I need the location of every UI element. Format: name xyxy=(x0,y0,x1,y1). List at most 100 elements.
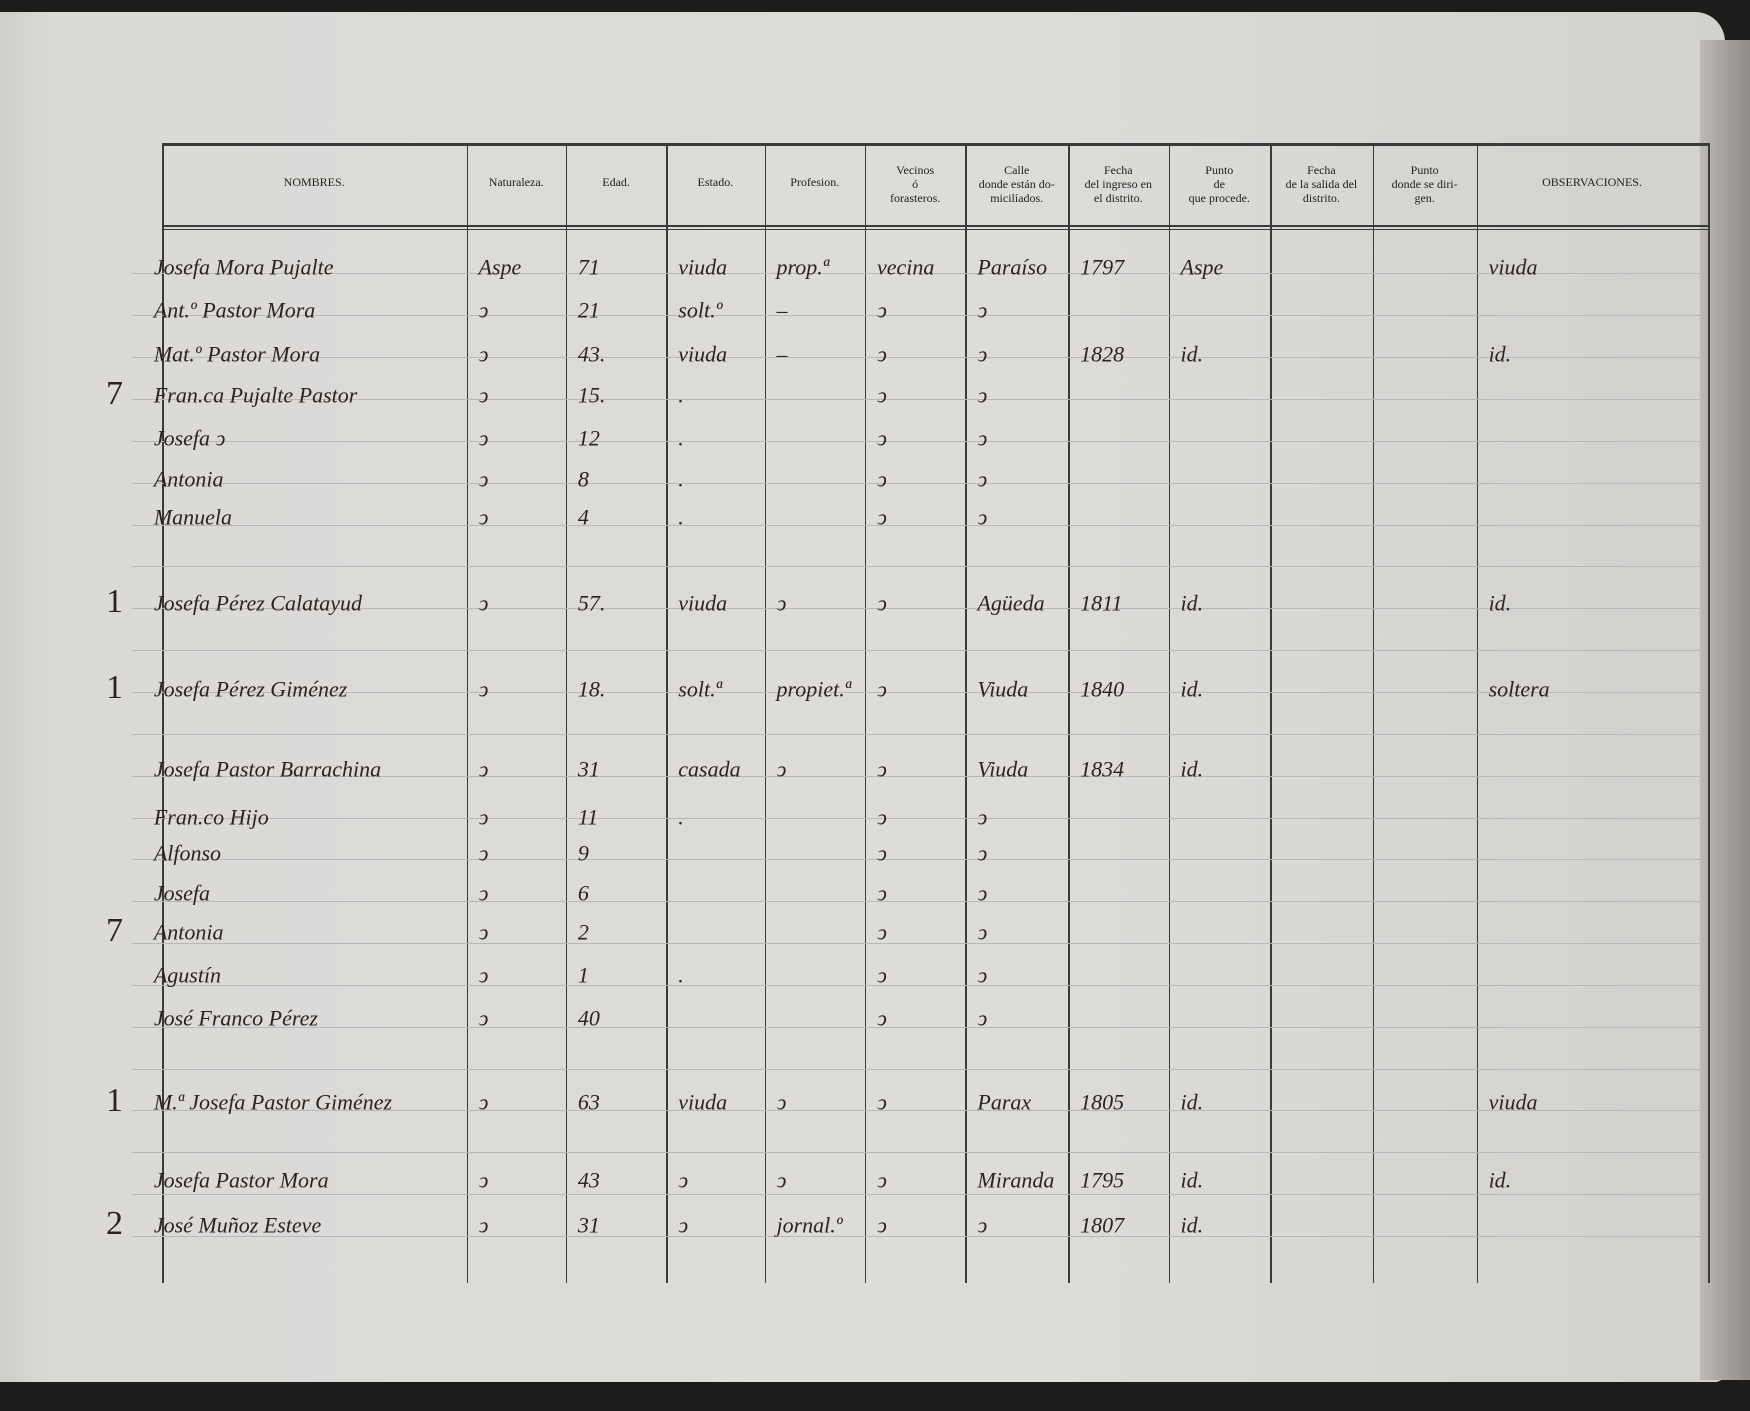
column-header: OBSERVACIONES. xyxy=(1477,175,1708,189)
entry: 1797 xyxy=(1080,254,1125,280)
entry: ↄ xyxy=(478,296,489,322)
entry: ↄ xyxy=(478,840,489,866)
entry: ↄ xyxy=(977,504,988,530)
entry: Ant.º Pastor Mora xyxy=(153,296,316,322)
entry: ↄ xyxy=(977,840,988,866)
ruled-line xyxy=(131,273,1708,275)
entry: ↄ xyxy=(478,504,489,530)
entry: Aspe xyxy=(478,254,522,280)
column-rule xyxy=(161,142,165,1284)
entry: ↄ xyxy=(977,962,988,988)
entry: Fran.co Hijo xyxy=(153,804,269,830)
header-line: Calle xyxy=(1004,162,1030,177)
column-rule xyxy=(1476,142,1479,1284)
group-count: 1 xyxy=(106,583,124,621)
entry: . xyxy=(678,804,684,830)
column-rule xyxy=(864,142,867,1284)
entry: prop.ª xyxy=(776,254,829,280)
entry: . xyxy=(678,962,684,988)
entry: – xyxy=(776,341,788,367)
group-count: 7 xyxy=(106,375,124,413)
entry: 1807 xyxy=(1080,1212,1125,1238)
header-line: micilíados. xyxy=(990,190,1044,205)
entry: ↄ xyxy=(478,590,489,616)
entry: Josefa Pérez Calatayud xyxy=(153,590,362,616)
entry: solt.º xyxy=(678,296,723,322)
entry: Fran.ca Pujalte Pastor xyxy=(153,382,358,408)
ruled-line xyxy=(131,357,1708,359)
entry: Agüeda xyxy=(977,590,1045,616)
header-line: Naturaleza. xyxy=(488,174,544,189)
entry: 63 xyxy=(577,1089,600,1115)
entry: M.ª Josefa Pastor Giménez xyxy=(153,1089,393,1115)
entry: ↄ xyxy=(876,466,887,492)
entry: 1811 xyxy=(1080,590,1123,616)
column-rule xyxy=(1168,142,1171,1284)
ruled-line xyxy=(131,943,1708,945)
entry: 12 xyxy=(577,425,600,451)
header-line: de la salida del xyxy=(1285,176,1358,191)
group-count: 1 xyxy=(106,1082,124,1120)
entry: id. xyxy=(1180,676,1204,702)
header-rule xyxy=(161,225,1708,228)
ruled-line xyxy=(131,1068,1708,1070)
header-line: distrito. xyxy=(1302,190,1340,205)
column-header: Naturaleza. xyxy=(467,175,566,189)
header-line: del ingreso en xyxy=(1084,176,1152,191)
entry: 31 xyxy=(577,1212,600,1238)
entry: Antonia xyxy=(153,466,224,492)
ruled-line xyxy=(131,775,1708,777)
entry: id. xyxy=(1488,341,1512,367)
entry: 6 xyxy=(577,880,589,906)
ruled-line xyxy=(131,608,1708,610)
entry: 1795 xyxy=(1080,1167,1125,1193)
entry: id. xyxy=(1180,1167,1204,1193)
entry: ↄ xyxy=(876,804,887,830)
entry: 57. xyxy=(577,590,606,616)
paper xyxy=(0,12,1725,1382)
entry: Josefa xyxy=(153,880,211,906)
entry: ↄ xyxy=(977,1212,988,1238)
header-line: NOMBRES. xyxy=(283,174,345,189)
entry: ↄ xyxy=(876,504,887,530)
ruled-line xyxy=(131,1194,1708,1196)
entry: Viuda xyxy=(977,676,1029,702)
column-rule xyxy=(1707,142,1711,1284)
entry: 21 xyxy=(577,296,600,322)
column-header: Punto donde se diri-gen. xyxy=(1373,163,1477,205)
entry: Paraíso xyxy=(977,254,1048,280)
entry: viuda xyxy=(678,254,728,280)
entry: ↄ xyxy=(478,919,489,945)
entry: propiet.ª xyxy=(776,676,851,702)
column-rule xyxy=(764,142,766,1284)
entry: id. xyxy=(1488,590,1512,616)
column-header: Punto de que procede. xyxy=(1169,163,1271,205)
entry: . xyxy=(678,425,684,451)
entry: ↄ xyxy=(776,1089,787,1115)
header-line: Edad. xyxy=(602,174,630,189)
entry: ↄ xyxy=(776,590,787,616)
entry: 4 xyxy=(577,504,589,530)
entry: ↄ xyxy=(478,466,489,492)
entry: ↄ xyxy=(478,1089,489,1115)
entry: ↄ xyxy=(876,880,887,906)
entry: ↄ xyxy=(678,1167,689,1193)
entry: ↄ xyxy=(478,676,489,702)
entry: ↄ xyxy=(478,382,489,408)
header-line: Vecinos xyxy=(896,162,935,177)
column-header: Fecha del ingreso en el distrito. xyxy=(1068,163,1168,205)
ruled-line xyxy=(131,398,1708,400)
column-rule xyxy=(1068,142,1070,1284)
entry: 11 xyxy=(577,804,599,830)
entry: 43. xyxy=(577,341,606,367)
entry: ↄ xyxy=(977,1005,988,1031)
ruled-line xyxy=(131,984,1708,986)
entry: 2 xyxy=(577,919,589,945)
column-header: Profesion. xyxy=(765,175,865,189)
entry: jornal.º xyxy=(776,1212,843,1238)
entry: ↄ xyxy=(977,804,988,830)
entry: ↄ xyxy=(977,466,988,492)
entry: Manuela xyxy=(153,504,233,530)
entry: Miranda xyxy=(977,1167,1055,1193)
